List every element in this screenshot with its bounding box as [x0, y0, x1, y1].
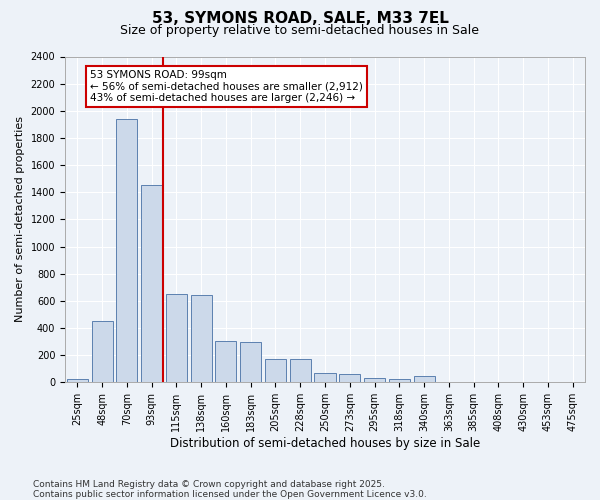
Bar	[290, 358, 311, 382]
Text: Contains HM Land Registry data © Crown copyright and database right 2025.
Contai: Contains HM Land Registry data © Crown c…	[33, 480, 427, 499]
Bar	[141, 186, 162, 382]
Bar	[389, 379, 410, 382]
Y-axis label: Number of semi-detached properties: Number of semi-detached properties	[15, 116, 25, 322]
Bar	[67, 378, 88, 382]
Bar	[166, 294, 187, 382]
Bar	[339, 374, 360, 382]
X-axis label: Distribution of semi-detached houses by size in Sale: Distribution of semi-detached houses by …	[170, 437, 480, 450]
Bar	[265, 358, 286, 382]
Bar	[191, 295, 212, 382]
Bar	[92, 320, 113, 382]
Bar	[215, 341, 236, 382]
Bar	[116, 119, 137, 382]
Text: Size of property relative to semi-detached houses in Sale: Size of property relative to semi-detach…	[121, 24, 479, 37]
Text: 53, SYMONS ROAD, SALE, M33 7EL: 53, SYMONS ROAD, SALE, M33 7EL	[152, 11, 448, 26]
Bar	[364, 378, 385, 382]
Bar	[314, 373, 335, 382]
Bar	[240, 342, 261, 382]
Text: 53 SYMONS ROAD: 99sqm
← 56% of semi-detached houses are smaller (2,912)
43% of s: 53 SYMONS ROAD: 99sqm ← 56% of semi-deta…	[90, 70, 362, 103]
Bar	[413, 376, 434, 382]
